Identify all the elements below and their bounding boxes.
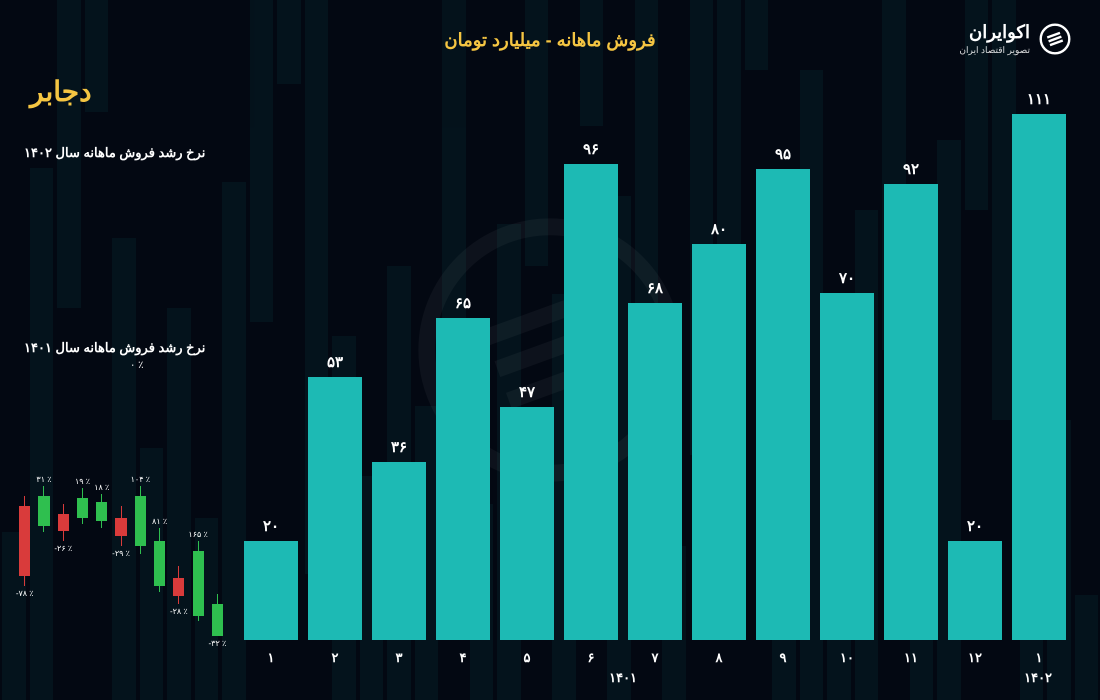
bar [372,462,427,640]
bar-value-label: ۵۳ [327,353,343,371]
bar-slot: ۷۰۱۰ [816,90,878,640]
bar-slot: ۳۶۳ [368,90,430,640]
growth-label-1402: نرخ رشد فروش ماهانه سال ۱۴۰۲ [24,145,205,161]
candle-pct-label: ٪ ۲۹- [112,549,130,558]
bar [756,169,811,640]
growth-label-1401: نرخ رشد فروش ماهانه سال ۱۴۰۱ [24,340,205,356]
bar-slot: ۶۵۴ [432,90,494,640]
candle: ٪ ۲۸- [170,446,187,636]
bar [308,377,363,640]
candle: ٪ ۱۶۵ [189,446,206,636]
zero-percent-label: ٪ ۰ [130,360,144,371]
bar-value-label: ۳۶ [391,438,407,456]
candle-pct-label: ٪ ۳۲- [208,639,226,648]
candle-pct-label: ٪ ۱۹ [75,477,90,486]
bar-x-label: ۲ [332,650,339,666]
candle-pct-label: ٪ ۱۶۵ [188,530,207,539]
bar-x-label: ۱۱ [904,650,918,666]
year-label: ۱۴۰۲ [1006,670,1070,686]
bar-value-label: ۴۷ [519,383,535,401]
bar-chart: ۲۰۱۵۳۲۳۶۳۶۵۴۴۷۵۹۶۶۶۸۷۸۰۸۹۵۹۷۰۱۰۹۲۱۱۲۰۱۲۱… [240,90,1070,640]
bar-value-label: ۶۵ [455,294,471,312]
bar-x-label: ۶ [588,650,595,666]
bar [500,407,555,640]
bar-value-label: ۹۲ [903,160,919,178]
bar-x-label: ۹ [780,650,787,666]
bar [244,541,299,640]
bar [436,318,491,640]
candle-pct-label: ٪ ۱۰۴ [131,475,150,484]
candle-pct-label: ٪ ۲۶- [54,544,72,553]
candle: ٪ ۲۹- [112,446,129,636]
year-axis: ۱۴۰۱۱۴۰۲ [240,670,1070,686]
bar [1012,114,1067,640]
candle-pct-label: ٪ ۸۱ [152,517,167,526]
brand-logo-icon [1038,22,1072,56]
bar-slot: ۲۰۱ [240,90,302,640]
candle-pct-label: ٪ ۱۸ [94,483,109,492]
bar-x-label: ۴ [460,650,467,666]
candle: ٪ ۳۲- [209,446,226,636]
bar-x-label: ۸ [716,650,723,666]
bar-x-label: ۱۰ [840,650,854,666]
bar-value-label: ۱۱۱ [1027,90,1051,108]
bar-value-label: ۷۰ [839,269,855,287]
bar-slot: ۶۸۷ [624,90,686,640]
bar-slot: ۸۰۸ [688,90,750,640]
candle-pct-label: ٪ ۳۱ [36,475,51,484]
bar-x-label: ۱ [1036,650,1043,666]
bar-x-label: ۵ [524,650,531,666]
candle: ٪ ۷۸- [16,446,33,636]
bar-x-label: ۱۲ [968,650,982,666]
bar [948,541,1003,640]
bar-slot: ۵۳۲ [304,90,366,640]
bar [628,303,683,640]
bar-value-label: ۹۵ [775,145,791,163]
bar-value-label: ۹۶ [583,140,599,158]
bar [884,184,939,640]
bar [820,293,875,640]
bar-x-label: ۳ [396,650,403,666]
bar [692,244,747,640]
bar-slot: ۴۷۵ [496,90,558,640]
ticker-symbol: دجابر [30,75,92,108]
candle: ٪ ۳۱ [35,446,52,636]
brand-tagline: تصویر اقتصاد ایران [959,45,1030,56]
bar-slot: ۲۰۱۲ [944,90,1006,640]
bar-slot: ۱۱۱۱ [1008,90,1070,640]
candle-pct-label: ٪ ۷۸- [16,589,34,598]
chart-title: فروش ماهانه - میلیارد تومان [444,30,655,51]
bar [564,164,619,640]
bar-slot: ۹۶۶ [560,90,622,640]
brand-name: اکوایران [959,22,1030,43]
candle: ٪ ۱۹ [74,446,91,636]
year-label: ۱۴۰۱ [240,670,1006,686]
candle: ٪ ۱۸ [93,446,110,636]
bar-slot: ۹۵۹ [752,90,814,640]
bar-value-label: ۲۰ [263,517,279,535]
candle-pct-label: ٪ ۲۸- [170,607,188,616]
candle: ٪ ۲۶- [55,446,72,636]
candlestick-chart: ٪ ۳۲-٪ ۱۶۵ ٪ ۲۸- ٪ ۸۱ ٪ ۱۰۴ ٪ ۲۹- ٪ ۱۸ ٪ ۱۹ ٪ ۲… [16,446,226,636]
brand: اکوایران تصویر اقتصاد ایران [959,22,1072,56]
bar-slot: ۹۲۱۱ [880,90,942,640]
candle: ٪ ۸۱ [151,446,168,636]
bar-x-label: ۱ [268,650,275,666]
candle: ٪ ۱۰۴ [132,446,149,636]
bar-value-label: ۲۰ [967,517,983,535]
bar-x-label: ۷ [652,650,659,666]
bar-value-label: ۶۸ [647,279,663,297]
bar-value-label: ۸۰ [711,220,727,238]
